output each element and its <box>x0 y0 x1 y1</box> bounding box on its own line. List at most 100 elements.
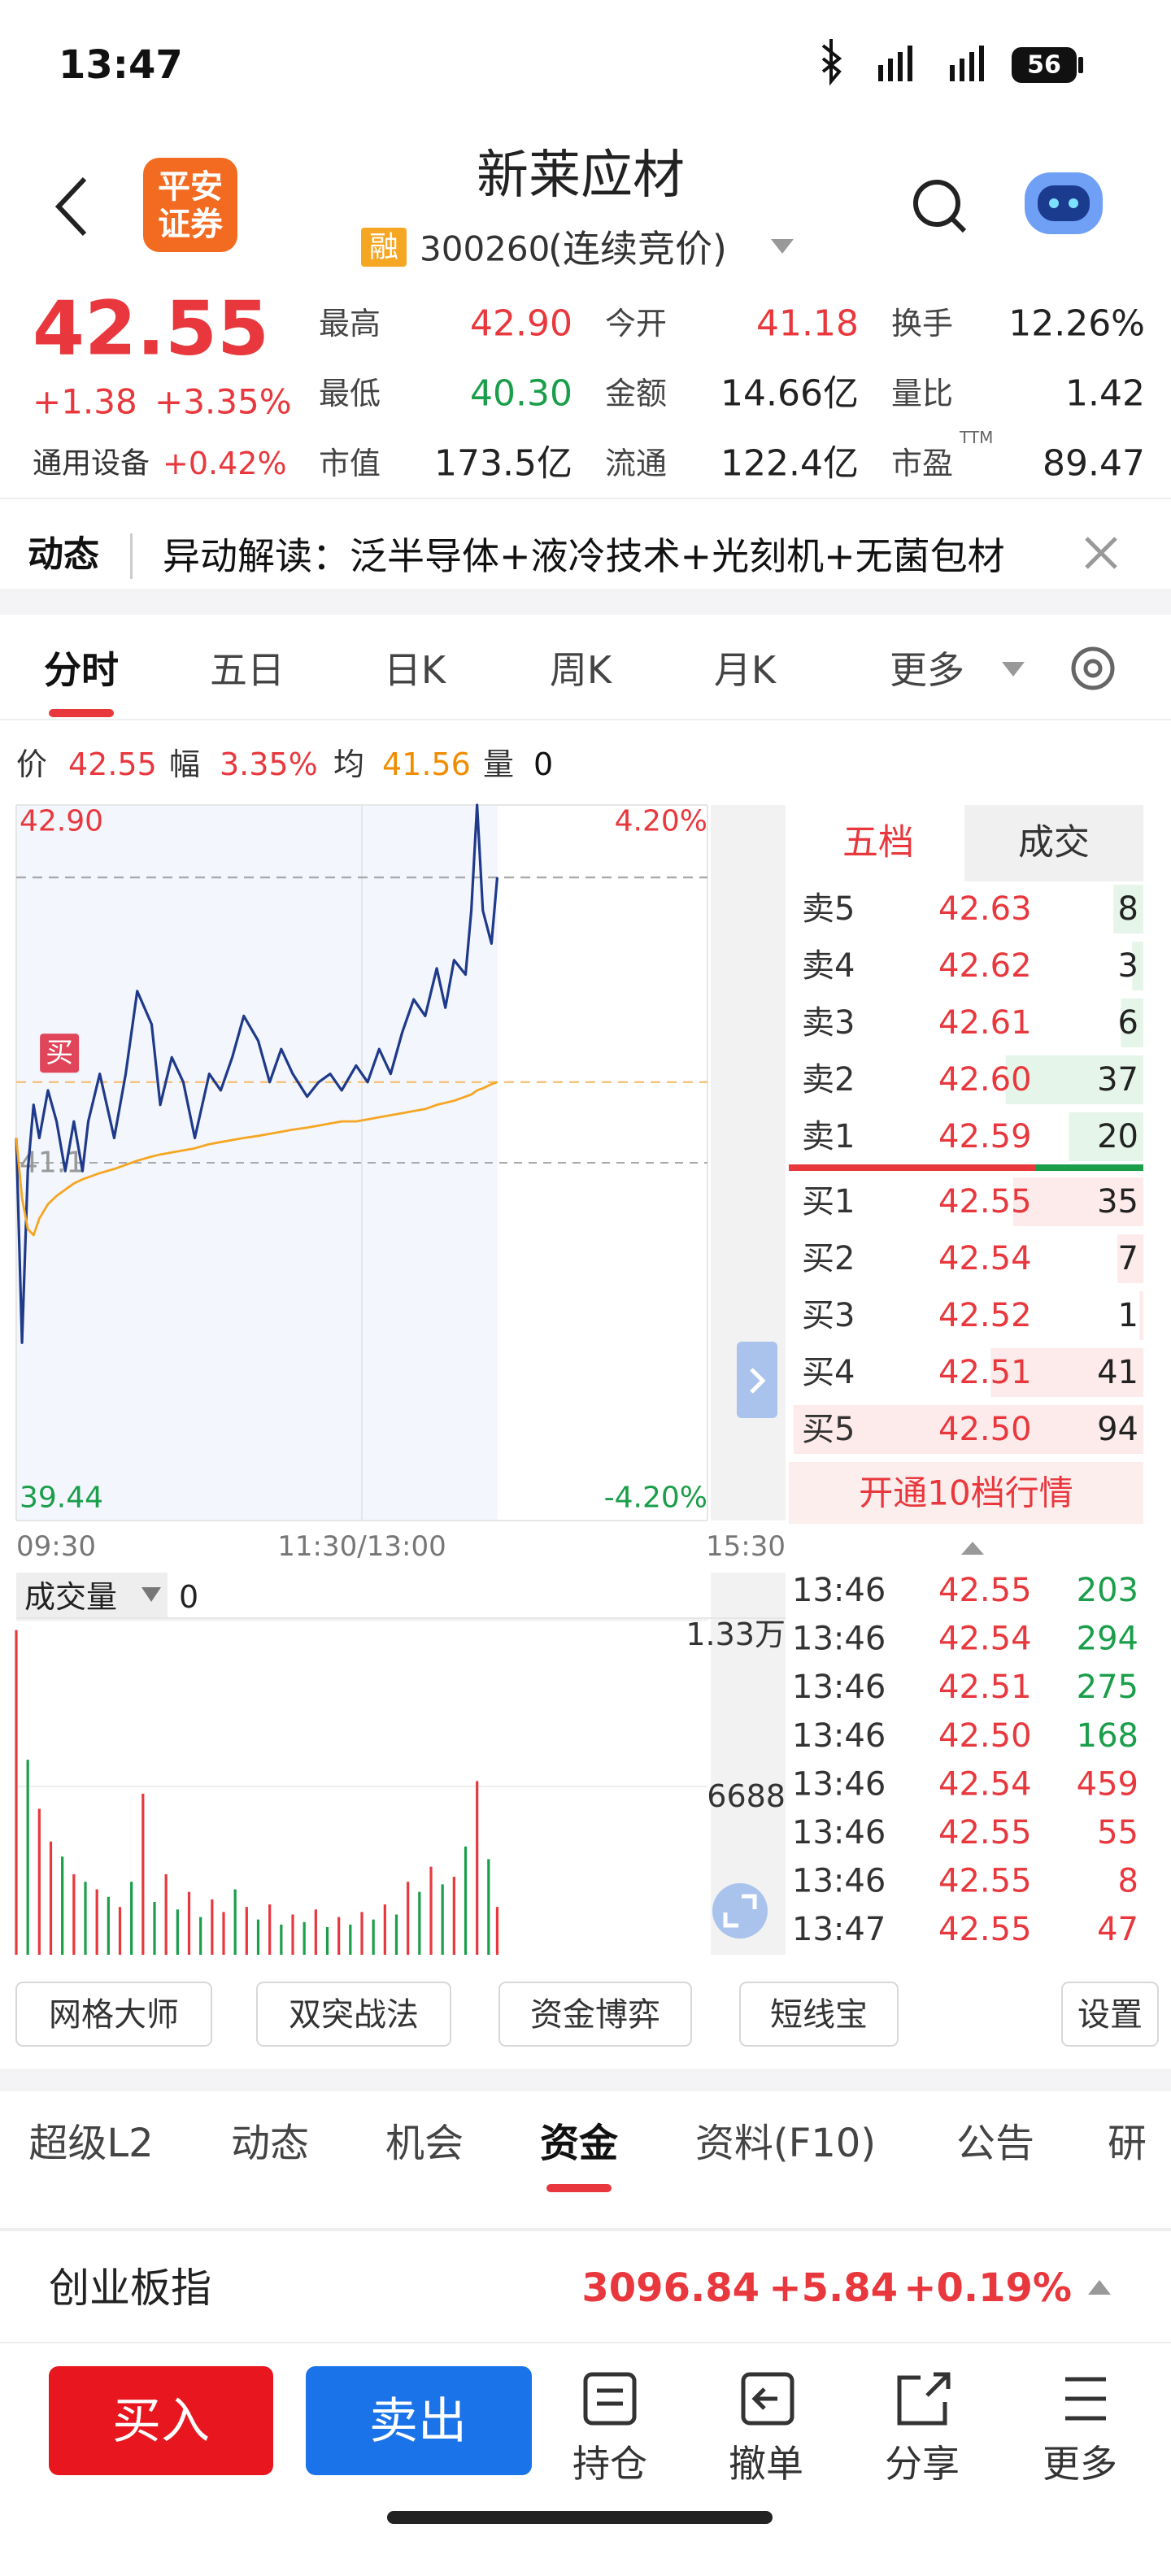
chart-tab[interactable]: 月K <box>714 648 777 692</box>
upgrade-label[interactable]: 开通10档行情 <box>859 1473 1073 1513</box>
depth-bar <box>1132 942 1143 990</box>
stat-label: 量比 <box>891 376 953 411</box>
news-divider-part <box>130 533 133 579</box>
volume-bar <box>349 1924 352 1955</box>
volume-bar <box>325 1926 329 1955</box>
action-icons-part[interactable] <box>897 2372 951 2426</box>
x-tick-label: 15:30 <box>706 1530 786 1563</box>
fullscreen-button-part[interactable] <box>723 1894 757 1928</box>
assistant-avatar-part[interactable] <box>1069 198 1078 208</box>
order-tab-bg-part <box>964 805 1143 881</box>
buy-button[interactable] <box>49 2366 273 2475</box>
buy-button-part[interactable] <box>49 2366 273 2475</box>
bottom-tab[interactable]: 动态 <box>231 2121 309 2166</box>
back-button[interactable] <box>54 176 87 237</box>
upgrade-button[interactable] <box>789 1462 1143 1524</box>
status-icons-part <box>898 52 903 81</box>
bottom-tab[interactable]: 资金 <box>540 2121 619 2166</box>
chart-tab[interactable]: 分时 <box>44 648 119 692</box>
order-tab[interactable]: 五档 <box>842 822 914 864</box>
more-arrow[interactable] <box>1002 662 1025 677</box>
assistant-avatar[interactable] <box>1025 172 1103 234</box>
close-button[interactable] <box>1085 537 1117 569</box>
more-arrow-part[interactable] <box>1002 662 1025 677</box>
fullscreen-button[interactable] <box>712 1883 768 1939</box>
action-icons[interactable] <box>583 2372 1106 2426</box>
bottom-tab[interactable]: 机会 <box>385 2121 464 2166</box>
sector-name: 通用设备 <box>33 447 150 481</box>
side-toggle[interactable] <box>737 1342 777 1418</box>
upgrade-button-part[interactable] <box>789 1462 1143 1524</box>
settings-button[interactable] <box>1071 646 1115 690</box>
chart-tab[interactable]: 五日 <box>210 648 285 692</box>
action-label[interactable]: 分享 <box>885 2442 960 2486</box>
chart-tab[interactable]: 日K <box>384 648 447 692</box>
buy-label[interactable]: 买入 <box>112 2393 210 2450</box>
tool-button[interactable]: 设置 <box>1077 1996 1143 2034</box>
stat-label: 最高 <box>319 306 381 342</box>
side-toggle-part[interactable] <box>737 1342 777 1418</box>
action-icons-part[interactable] <box>583 2372 637 2426</box>
bottom-tab[interactable]: 研 <box>1108 2121 1147 2166</box>
tool-button[interactable]: 双突战法 <box>289 1996 419 2034</box>
tool-button[interactable]: 短线宝 <box>770 1996 868 2034</box>
volume-bar <box>360 1912 363 1955</box>
trade-price: 42.55 <box>938 1911 1032 1948</box>
trade-price: 42.54 <box>938 1621 1032 1658</box>
trade-time: 13:46 <box>792 1621 886 1658</box>
search-button[interactable] <box>913 180 967 233</box>
bottom-tab[interactable]: 资料(F10) <box>695 2121 876 2166</box>
stat-value: 1.42 <box>1065 373 1145 415</box>
action-icons-part[interactable] <box>1065 2377 1106 2421</box>
close-button-part[interactable] <box>1085 537 1117 569</box>
bottom-tab[interactable]: 公告 <box>956 2121 1034 2166</box>
action-icons-part[interactable] <box>751 2387 777 2410</box>
dropdown-arrow-part[interactable] <box>771 239 794 254</box>
action-label[interactable]: 持仓 <box>572 2442 647 2486</box>
sell-button-part[interactable] <box>306 2366 532 2475</box>
book-volume: 20 <box>1097 1118 1138 1155</box>
bottom-tab-underline <box>546 2184 612 2192</box>
volume-label: 成交量 <box>24 1579 117 1615</box>
trade-price: 42.55 <box>938 1863 1032 1900</box>
badge-part <box>361 228 407 267</box>
assistant-avatar-part[interactable] <box>1038 185 1090 221</box>
settings-button-part[interactable] <box>1071 646 1115 690</box>
y-tick-label: 1.33万 <box>686 1617 786 1652</box>
action-icons-part[interactable] <box>741 2372 794 2426</box>
sell-button[interactable] <box>306 2366 532 2475</box>
action-icons-part[interactable] <box>597 2388 623 2406</box>
index-change: +5.84 <box>768 2265 898 2311</box>
bottom-tab[interactable]: 超级L2 <box>28 2121 153 2166</box>
back-button-part[interactable] <box>54 176 87 237</box>
dropdown-arrow[interactable] <box>771 239 794 254</box>
search-button-part[interactable] <box>949 215 967 233</box>
book-level: 卖3 <box>802 1004 855 1042</box>
tool-button[interactable]: 网格大师 <box>49 1996 179 2034</box>
chart-tab[interactable]: 周K <box>550 648 613 692</box>
chart-tab[interactable]: 更多 <box>890 648 964 692</box>
news-label: 动态 <box>28 534 99 576</box>
fullscreen-button-part[interactable] <box>712 1883 768 1939</box>
sell-label[interactable]: 卖出 <box>369 2393 467 2450</box>
assistant-avatar-part[interactable] <box>1049 198 1059 208</box>
book-volume: 1 <box>1118 1297 1138 1334</box>
margin-badge: 融 <box>369 231 398 264</box>
action-label[interactable]: 撤单 <box>729 2442 803 2486</box>
trade-price: 42.51 <box>938 1669 1032 1706</box>
news-text[interactable]: 异动解读：泛半导体+液冷技术+光刻机+无菌包材 <box>163 534 1005 578</box>
volume-bar <box>429 1866 433 1955</box>
trade-volume: 459 <box>1077 1765 1138 1803</box>
order-tab[interactable]: 成交 <box>1018 822 1090 864</box>
volume-header-part <box>141 1587 161 1602</box>
tool-button[interactable]: 资金博弈 <box>530 1996 660 2034</box>
stat-value: 40.30 <box>470 373 572 415</box>
average-line <box>15 1081 498 1237</box>
y2-tick-label: -4.20% <box>604 1482 707 1515</box>
side-toggle-part[interactable] <box>750 1368 766 1394</box>
action-label[interactable]: 更多 <box>1043 2442 1117 2486</box>
search-button-part[interactable] <box>913 180 960 227</box>
stat-value: 42.90 <box>470 303 572 345</box>
info-label: 价 <box>16 746 47 782</box>
settings-button-part[interactable] <box>1083 659 1103 678</box>
